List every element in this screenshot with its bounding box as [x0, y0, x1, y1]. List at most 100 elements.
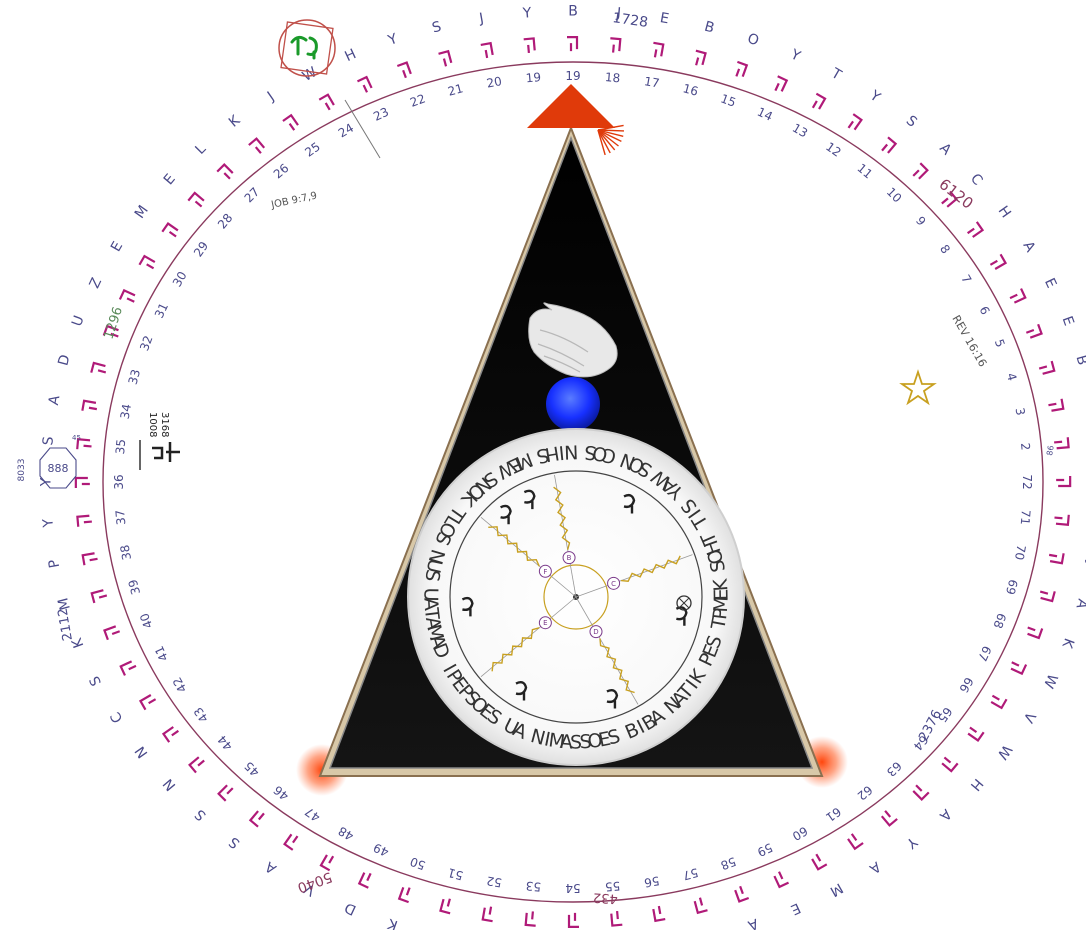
ring-letter: B — [1072, 354, 1086, 367]
crossed-circle-icon — [676, 595, 692, 611]
ring-number: 39 — [126, 578, 143, 596]
num-2112: 2112 — [55, 607, 76, 642]
ring-glyph — [102, 324, 119, 338]
ring-glyph — [217, 784, 234, 802]
ring-number: 60 — [790, 824, 810, 844]
num-2376: 2376 — [916, 708, 945, 744]
ring-number: 8 — [937, 242, 953, 256]
ring-letter: E — [161, 171, 179, 188]
wheel-letter: S — [570, 732, 582, 754]
wheel-letter: E — [710, 588, 732, 600]
octagon-888: 888 — [48, 462, 69, 475]
ring-glyph — [188, 756, 205, 774]
wheel-letter: I — [558, 441, 566, 463]
wheel-letter: U — [422, 557, 446, 575]
ring-glyph — [610, 37, 622, 53]
ring-letter: L — [192, 141, 209, 158]
ring-number: 45 — [242, 759, 263, 780]
ring-letter: A — [866, 858, 883, 877]
ring-letter: B — [703, 19, 716, 37]
wheel-letter: H — [543, 441, 561, 465]
ring-number: 22 — [408, 91, 427, 109]
num-1296: 1296 — [102, 305, 126, 341]
job-annotation: JOB 9:7,9 — [269, 191, 318, 212]
ring-glyph — [610, 910, 623, 927]
ring-glyph — [161, 726, 180, 743]
ring-glyph — [282, 113, 299, 131]
ring-glyph — [1039, 590, 1056, 603]
wheel-letter: S — [605, 725, 622, 749]
ring-glyph — [396, 61, 412, 79]
ring-letter: S — [226, 833, 243, 851]
ring-glyph — [1048, 553, 1065, 565]
ring-number: 53 — [525, 879, 541, 894]
ring-number: 19 — [565, 69, 580, 83]
ring-letter: B — [568, 4, 578, 20]
top-left-seal — [278, 19, 336, 77]
wheel-letter: K — [709, 577, 732, 592]
wheel-node — [538, 564, 552, 578]
ring-letter: O — [745, 31, 761, 50]
ring-letter: H — [342, 46, 358, 65]
ring-number: 67 — [975, 644, 994, 664]
ring-number: 21 — [446, 81, 464, 98]
ring-number: 55 — [604, 879, 620, 894]
ring-number: 10 — [884, 185, 905, 206]
ring-number: 5 — [992, 337, 1008, 349]
wheel-node-label: E — [543, 619, 547, 627]
ring-number: 32 — [137, 334, 155, 353]
apex-ray — [597, 129, 619, 147]
apex-arrow — [527, 84, 615, 128]
left-octagon: 888 8033 45 — [17, 434, 81, 489]
pointer-line — [344, 99, 381, 159]
ring-letter: J — [1083, 559, 1086, 567]
ring-number: 56 — [643, 873, 660, 889]
left-hebrew-mark — [139, 440, 180, 470]
ring-glyph — [523, 37, 536, 54]
ring-number: 31 — [152, 301, 171, 321]
ring-letter: S — [192, 806, 210, 824]
wheel-letter: U — [419, 587, 441, 601]
ring-glyph — [1038, 360, 1056, 375]
ring-glyph — [567, 36, 579, 52]
ring-glyph — [912, 162, 929, 180]
ring-glyph — [397, 887, 411, 904]
ring-glyph — [567, 912, 579, 929]
wheel-letter: S — [706, 558, 730, 574]
wheel-letter: N — [528, 725, 547, 750]
wheel-glyph — [623, 493, 636, 514]
ring-letter: C — [967, 171, 986, 189]
ring-letter: Y — [903, 833, 921, 852]
ring-letter: J — [615, 5, 622, 21]
ring-glyph — [811, 92, 827, 110]
ring-letter: K — [385, 915, 400, 930]
ring-letter: D — [55, 353, 73, 368]
ring-letter: M — [827, 879, 845, 899]
ring-number: 12 — [823, 139, 844, 159]
wheel-letter: M — [422, 622, 447, 643]
ring-number: 46 — [271, 783, 292, 804]
ring-glyph — [989, 253, 1008, 270]
ring-glyph — [773, 871, 790, 889]
wheel-letter: P — [709, 607, 732, 621]
ring-number: 68 — [990, 611, 1008, 630]
wheel-letter: M — [513, 448, 536, 474]
ring-letter: P — [46, 558, 63, 569]
ring-number: 63 — [884, 759, 905, 780]
wheel-node — [589, 625, 603, 639]
wheel-node-label: D — [593, 628, 598, 636]
ring-number: 2 — [1018, 442, 1033, 451]
ring-number: 38 — [118, 544, 134, 561]
ring-number: 16 — [681, 81, 699, 98]
wheel-letter: T — [707, 615, 731, 632]
ring-glyph — [652, 905, 666, 923]
ring-glyph — [941, 756, 959, 773]
ring-number: 14 — [755, 105, 775, 124]
ring-glyph — [248, 810, 265, 828]
ring-letter: J — [264, 89, 277, 105]
ring-letter: V — [1019, 709, 1038, 726]
ring-number: 25 — [302, 139, 323, 159]
ring-glyph — [357, 872, 372, 889]
wheel-letter: A — [419, 597, 442, 611]
